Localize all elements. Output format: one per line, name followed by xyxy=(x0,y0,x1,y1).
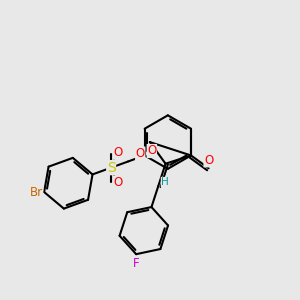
Text: F: F xyxy=(133,256,140,270)
Text: H: H xyxy=(161,177,169,188)
Text: O: O xyxy=(113,176,123,189)
Text: S: S xyxy=(107,160,116,175)
Text: O: O xyxy=(204,154,213,167)
Text: Br: Br xyxy=(30,185,43,199)
Text: O: O xyxy=(147,145,156,158)
Text: O: O xyxy=(136,147,145,160)
Text: O: O xyxy=(113,146,123,159)
